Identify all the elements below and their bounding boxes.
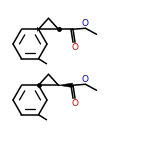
- Text: O: O: [72, 43, 79, 52]
- Text: O: O: [81, 75, 88, 84]
- Text: O: O: [81, 19, 88, 28]
- Polygon shape: [59, 83, 73, 88]
- Text: O: O: [72, 99, 79, 108]
